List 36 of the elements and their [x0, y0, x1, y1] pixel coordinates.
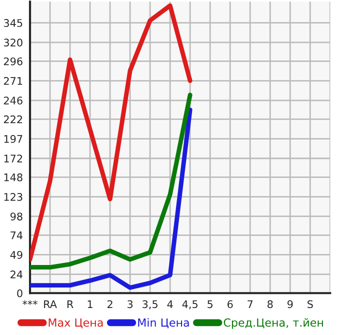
x-tick-label: 9: [287, 300, 293, 308]
legend-label: Max Цена: [48, 318, 103, 328]
y-tick-label: 0: [17, 289, 22, 298]
line-series: [30, 3, 192, 262]
y-tick-label: 24: [10, 270, 22, 278]
y-tick-label: 148: [4, 173, 22, 182]
x-tick-label: 4,5: [182, 300, 198, 310]
y-tick-label: 320: [4, 38, 22, 47]
x-tick-label: 1: [88, 300, 92, 308]
y-tick-label: 49: [10, 250, 22, 259]
legend-label: Min Цена: [138, 318, 189, 328]
y-tick-label: 197: [4, 135, 22, 143]
x-tick-label: 8: [268, 300, 273, 308]
x-tick-label: ***: [22, 300, 38, 306]
x-tick-label: 3: [128, 300, 133, 308]
y-tick-label: 74: [10, 232, 22, 240]
x-tick-label: R: [67, 300, 74, 308]
y-tick-label: 271: [4, 77, 22, 85]
x-tick-label: 7: [248, 300, 253, 308]
line-series: [30, 92, 192, 270]
x-tick-label: 5: [208, 300, 213, 308]
x-tick-label: 6: [228, 300, 233, 308]
y-tick-label: 98: [10, 212, 22, 220]
y-tick-label: 222: [4, 115, 22, 124]
y-tick-label: 123: [4, 192, 22, 201]
line-series: [30, 108, 192, 290]
x-tick-label: RA: [44, 300, 57, 308]
x-tick-label: 4: [167, 300, 173, 308]
y-tick-label: 172: [4, 154, 22, 162]
x-tick-label: S: [308, 300, 313, 308]
y-tick-label: 345: [4, 19, 22, 27]
legend-label: Сред.Цена, т.йен: [224, 318, 323, 329]
y-tick-label: 296: [4, 57, 22, 66]
y-tick-label: 246: [4, 96, 22, 104]
x-tick-label: 3,5: [142, 300, 158, 310]
x-tick-label: 2: [108, 300, 112, 308]
